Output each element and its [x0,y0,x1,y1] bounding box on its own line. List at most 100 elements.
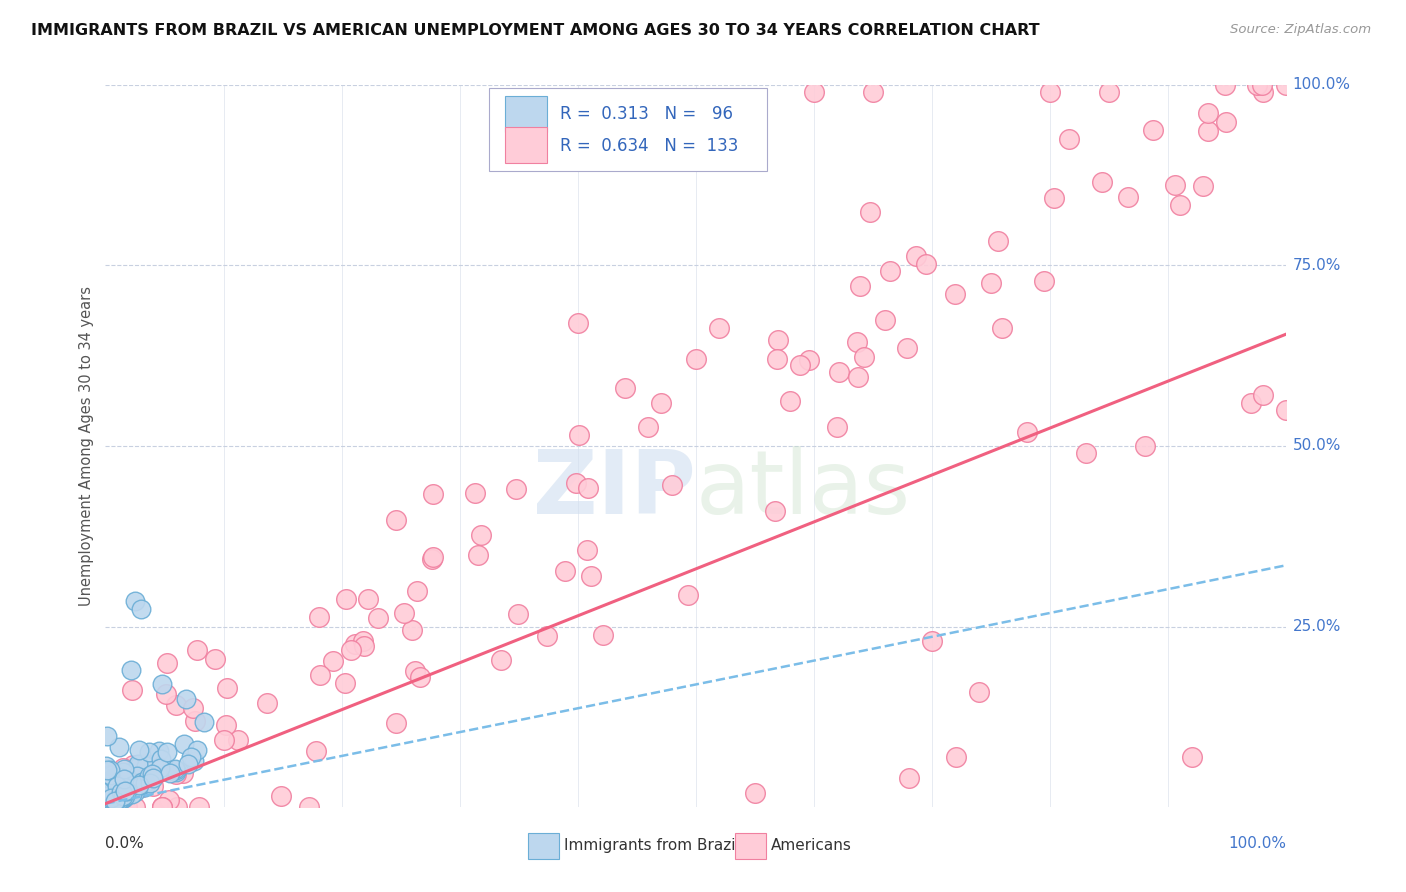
Point [508,607,530,621]
Point [115,766,138,780]
Point [1032,274,1054,288]
Point [111,789,134,803]
Point [215,718,238,732]
Point [186,743,208,757]
Point [904,249,927,263]
Point [117,787,139,801]
Point [335,591,357,606]
Point [1074,446,1097,460]
Point [853,350,876,364]
Point [1142,122,1164,136]
Point [661,478,683,492]
Point [1181,749,1204,764]
Point [1197,124,1219,138]
Point [121,788,143,802]
Point [404,664,426,678]
Point [1057,132,1080,146]
Point [105,794,128,808]
Point [309,668,332,682]
Point [765,351,787,366]
Point [156,656,179,670]
Point [828,365,851,379]
Point [107,794,129,808]
Point [127,756,149,771]
Point [873,312,896,326]
Point [128,778,150,792]
Point [343,637,366,651]
Point [111,786,134,800]
Point [159,766,181,780]
Point [141,766,163,780]
Point [707,321,730,335]
Point [1116,190,1139,204]
Point [825,420,848,434]
Point [969,684,991,698]
Point [124,800,146,814]
Point [110,792,132,806]
Point [304,744,326,758]
Point [846,369,869,384]
Point [536,629,558,643]
Point [567,316,589,330]
Point [1240,395,1263,409]
Point [98,786,121,800]
Point [97,781,120,796]
Point [117,800,139,814]
Point [124,594,146,608]
Point [322,654,344,668]
Point [103,771,125,785]
Point [129,778,152,792]
Point [98,764,121,778]
Point [104,777,127,791]
Point [139,776,162,790]
Point [138,745,160,759]
Point [129,601,152,615]
Point [117,788,139,802]
Point [467,549,489,563]
Point [134,776,156,790]
Point [112,780,135,794]
Text: 50.0%: 50.0% [1292,439,1341,453]
Point [94,789,117,804]
Text: Source: ZipAtlas.com: Source: ZipAtlas.com [1230,23,1371,37]
Point [744,786,766,800]
Point [118,786,141,800]
Point [166,800,188,814]
Point [120,780,142,794]
Point [991,321,1014,335]
Point [1251,388,1274,402]
Point [165,765,187,780]
Point [108,793,131,807]
FancyBboxPatch shape [529,833,560,859]
Point [108,800,131,814]
Point [226,733,249,747]
Point [676,588,699,602]
Point [1098,85,1121,99]
Point [114,787,136,801]
Point [138,768,160,782]
Point [96,729,118,743]
Text: 0.0%: 0.0% [105,836,145,851]
Point [576,481,599,495]
Point [105,791,128,805]
Point [763,504,786,518]
Point [105,791,128,805]
Text: IMMIGRANTS FROM BRAZIL VS AMERICAN UNEMPLOYMENT AMONG AGES 30 TO 34 YEARS CORREL: IMMIGRANTS FROM BRAZIL VS AMERICAN UNEMP… [31,23,1039,38]
Point [157,793,180,807]
FancyBboxPatch shape [489,88,766,171]
Point [120,663,142,677]
Point [897,772,920,786]
Point [385,513,408,527]
Point [121,758,143,772]
Point [173,737,195,751]
Point [165,762,187,776]
Point [156,745,179,759]
Point [392,606,415,620]
Point [142,771,165,785]
FancyBboxPatch shape [735,833,766,859]
Point [489,653,512,667]
Point [135,758,157,772]
Point [980,276,1002,290]
Point [112,772,135,787]
Text: R =  0.634   N =  133: R = 0.634 N = 133 [560,137,738,155]
